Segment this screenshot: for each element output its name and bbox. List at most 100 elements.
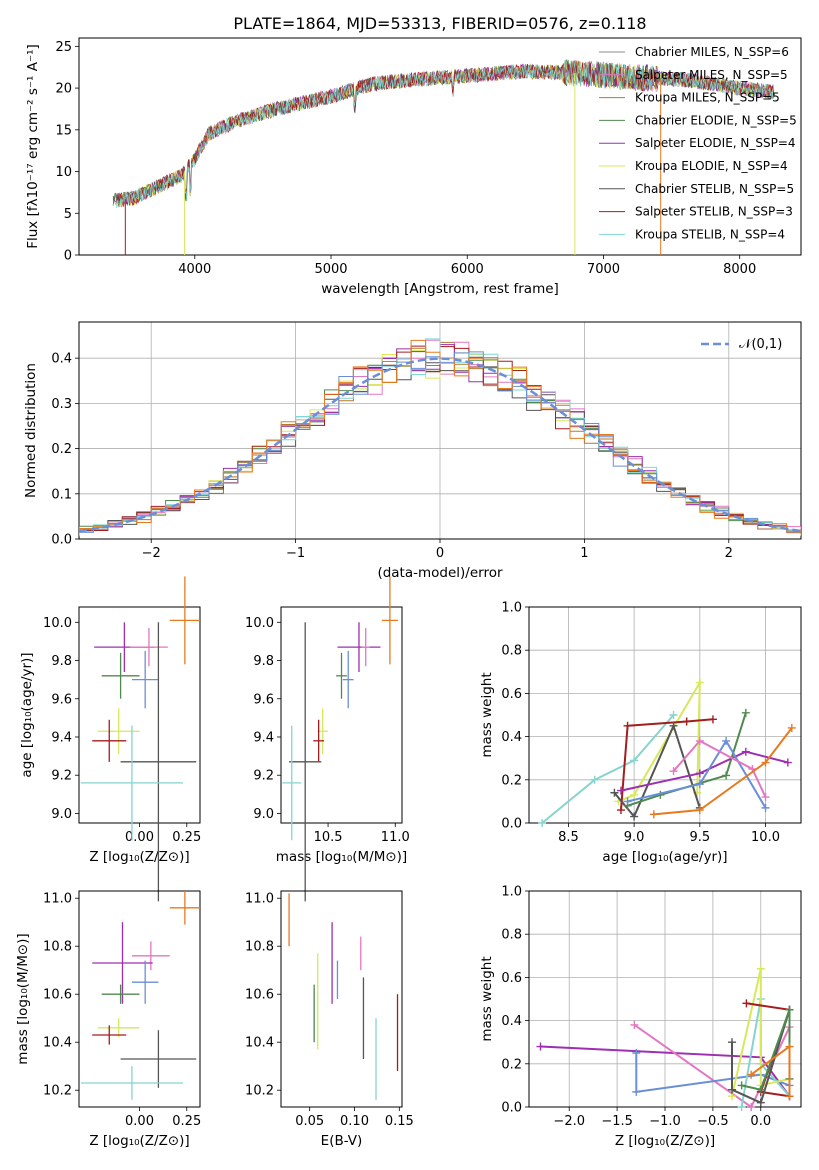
y-tick-label: 0.6 bbox=[501, 971, 522, 986]
legend-label: Kroupa STELIB, N_SSP=4 bbox=[635, 227, 785, 241]
series-line bbox=[541, 714, 675, 824]
y-tick-label: 10.2 bbox=[43, 1084, 72, 1099]
data-point bbox=[120, 622, 197, 902]
series-marker bbox=[623, 721, 632, 730]
x-tick-label: 2 bbox=[725, 546, 733, 561]
y-tick-label: 0.3 bbox=[51, 397, 72, 412]
x-tick-label: 7000 bbox=[587, 262, 620, 277]
series bbox=[623, 736, 770, 812]
y-tick-label: 0.0 bbox=[501, 817, 522, 832]
chart-age_vs_Z: 0.00 0.25 9.0 9.2 9.4 9.6 9.8 10.0 Z [log₁₀(Z/Z⊙… bbox=[19, 576, 201, 902]
x-tick-label: 8.5 bbox=[558, 830, 579, 845]
series-marker bbox=[630, 790, 639, 799]
x-axis-label: age [log₁₀(age/yr)] bbox=[602, 849, 727, 865]
series-marker bbox=[787, 723, 796, 732]
x-tick-label: 0.0 bbox=[750, 1114, 771, 1129]
y-axis-label: mass weight bbox=[479, 956, 495, 1041]
series-marker bbox=[669, 711, 678, 719]
y-tick-label: 0.6 bbox=[501, 687, 522, 702]
y-tick-label: 0.2 bbox=[501, 1057, 522, 1072]
series-line bbox=[672, 739, 767, 798]
x-tick-label: 0.25 bbox=[172, 1114, 201, 1129]
series-marker bbox=[756, 964, 765, 973]
data-point bbox=[80, 725, 183, 841]
y-tick-label: 10.0 bbox=[245, 616, 274, 631]
data-point bbox=[337, 622, 381, 672]
series-marker bbox=[761, 803, 770, 812]
y-tick-label: 11.0 bbox=[43, 892, 72, 907]
data-point bbox=[169, 891, 200, 925]
y-tick-label: 9.4 bbox=[253, 730, 274, 745]
series-marker bbox=[630, 756, 639, 765]
y-tick-label: 1.0 bbox=[501, 885, 522, 900]
y-tick-label: 0.1 bbox=[51, 487, 72, 502]
x-axis-label: mass [log₁₀(M/M⊙)] bbox=[276, 849, 407, 865]
y-tick-label: 10.2 bbox=[245, 1084, 274, 1099]
data-point bbox=[130, 628, 168, 667]
chart-massweight_vs_age: 8.5 9.0 9.5 10.0 0.0 0.2 0.4 0.6 0.8 1.0 age [log₁… bbox=[479, 601, 802, 865]
series-marker bbox=[722, 736, 731, 745]
data-point bbox=[169, 576, 200, 665]
x-tick-label: 9.5 bbox=[689, 830, 710, 845]
y-tick-label: 0.4 bbox=[501, 730, 522, 745]
series-marker bbox=[623, 797, 632, 806]
spectrum-series-line bbox=[115, 59, 775, 209]
series-marker bbox=[756, 1098, 765, 1107]
series-marker bbox=[785, 1042, 794, 1051]
x-tick-label: 5000 bbox=[314, 262, 347, 277]
data-point bbox=[120, 1030, 197, 1088]
series-line bbox=[613, 722, 701, 819]
series-marker bbox=[669, 767, 678, 776]
data-point bbox=[342, 650, 354, 709]
axes-frame bbox=[280, 606, 403, 824]
figure-title: PLATE=1864, MJD=53313, FIBERID=0576, z=0… bbox=[233, 14, 646, 33]
y-tick-label: 10.8 bbox=[245, 940, 274, 955]
legend-label: Salpeter STELIB, N_SSP=3 bbox=[635, 205, 793, 219]
x-tick-label: −1.5 bbox=[601, 1114, 633, 1129]
series-marker bbox=[785, 1005, 794, 1014]
axes-frame bbox=[528, 606, 802, 824]
chart-mass_vs_Z: 0.00 0.25 10.2 10.4 10.6 10.8 11.0 Z [log₁₀(Z/Z… bbox=[15, 890, 201, 1149]
series-marker bbox=[741, 747, 750, 756]
series-marker bbox=[538, 819, 547, 827]
series-marker bbox=[695, 780, 704, 789]
x-axis-label: Z [log₁₀(Z/Z⊙)] bbox=[89, 849, 189, 865]
series bbox=[538, 711, 678, 827]
series-marker bbox=[741, 708, 750, 717]
series-marker bbox=[737, 1081, 746, 1090]
y-axis-label: mass weight bbox=[479, 672, 495, 757]
legend-label: Salpeter ELODIE, N_SSP=4 bbox=[635, 136, 796, 150]
y-tick-label: 0.8 bbox=[501, 644, 522, 659]
data-point bbox=[92, 1025, 127, 1045]
y-tick-label: 10.0 bbox=[43, 616, 72, 631]
data-point bbox=[131, 650, 159, 709]
hist-layer bbox=[79, 338, 801, 536]
data-point bbox=[289, 622, 322, 902]
y-tick-label: 10.6 bbox=[245, 988, 274, 1003]
series-line bbox=[620, 750, 789, 792]
chart-residuals: −2 −1 0 1 2 0.0 0.1 0.2 0.3 0.4 (data-model)/error… bbox=[23, 321, 802, 581]
y-tick-label: 1.0 bbox=[501, 601, 522, 616]
series-marker bbox=[785, 1092, 794, 1101]
data-point bbox=[131, 960, 159, 1004]
y-tick-label: 0.2 bbox=[51, 442, 72, 457]
y-tick-label: 11.0 bbox=[245, 892, 274, 907]
y-tick-label: 10.4 bbox=[43, 1036, 72, 1051]
axes-frame bbox=[280, 890, 403, 1108]
series-marker bbox=[695, 769, 704, 778]
data-point bbox=[101, 984, 140, 1004]
legend-label: Chabrier ELODIE, N_SSP=5 bbox=[635, 113, 797, 127]
chart-age_vs_mass: 10.5 11.0 9.0 9.2 9.4 9.6 9.8 10.0 mass [log₁₀(M… bbox=[245, 576, 410, 902]
y-tick-label: 9.6 bbox=[253, 692, 274, 707]
x-tick-label: 0.15 bbox=[385, 1114, 414, 1129]
y-axis-label: Normed distribution bbox=[23, 363, 39, 498]
series-marker bbox=[761, 793, 770, 802]
y-tick-label: 9.4 bbox=[51, 730, 72, 745]
series bbox=[616, 715, 717, 815]
y-tick-label: 9.2 bbox=[51, 769, 72, 784]
series-marker bbox=[756, 1085, 765, 1094]
plots-layer: 4000 5000 6000 7000 80000510152025wavelength… bbox=[15, 37, 802, 1149]
y-axis-label: age [log₁₀(age/yr)] bbox=[19, 652, 35, 777]
normal-curve bbox=[79, 357, 801, 533]
data-point bbox=[131, 941, 170, 971]
